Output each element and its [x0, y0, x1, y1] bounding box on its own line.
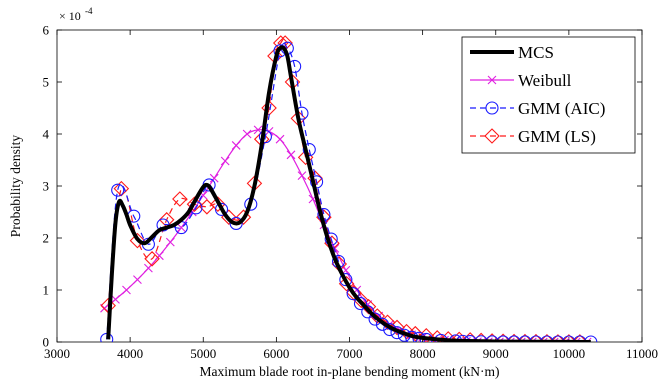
y-tick-label: 6 [43, 23, 50, 38]
data-point [389, 319, 405, 336]
y-tick-label: 1 [43, 283, 50, 298]
legend-swatch-marker [484, 128, 500, 144]
data-point [275, 134, 285, 144]
legend-label: GMM (AIC) [518, 99, 605, 118]
data-point [528, 333, 544, 342]
series-mcs [106, 45, 591, 342]
x-axis-label: Maximum blade root in-plane bending mome… [200, 364, 500, 379]
data-point [231, 141, 241, 150]
data-point [561, 334, 577, 342]
data-point [346, 287, 360, 301]
data-point [584, 335, 598, 342]
data-point [339, 273, 353, 287]
data-point [517, 333, 533, 342]
legend-swatch-marker [487, 75, 497, 85]
data-point [440, 331, 456, 342]
data-point [353, 296, 368, 311]
data-point [111, 183, 125, 197]
data-point [539, 334, 555, 342]
data-point [562, 335, 576, 342]
y-exponent-label: × 10 [59, 9, 81, 23]
data-point [214, 202, 229, 216]
data-point [144, 251, 160, 267]
data-point [429, 330, 446, 342]
data-point [165, 237, 175, 247]
y-tick-label: 2 [43, 231, 50, 246]
x-tick-label: 9000 [483, 346, 509, 361]
y-exponent-power: -4 [85, 6, 93, 16]
data-point [540, 335, 554, 342]
x-tick-label: 6000 [263, 346, 289, 361]
legend-swatch-marker [485, 101, 499, 115]
x-tick-label: 4000 [117, 346, 143, 361]
data-point [551, 335, 565, 342]
data-point [229, 216, 243, 230]
data-point [113, 180, 130, 197]
data-point [172, 191, 188, 207]
data-point [506, 333, 522, 342]
data-point [235, 209, 252, 225]
data-point [220, 156, 230, 166]
data-point [297, 171, 307, 180]
data-point [154, 251, 164, 261]
data-point [122, 285, 131, 295]
x-tick-label: 10000 [553, 346, 586, 361]
series-line [106, 45, 591, 342]
data-point [186, 196, 203, 212]
data-point [361, 305, 375, 319]
axes-layer: 3000 4000 5000 6000 7000 8000 9000 10000 11000 0 1… [8, 6, 658, 379]
legend-label: GMM (LS) [518, 127, 596, 146]
data-point [572, 334, 588, 342]
x-tick-label: 7000 [337, 346, 363, 361]
data-point [286, 150, 296, 160]
x-tick-label: 8000 [410, 346, 436, 361]
data-point [133, 275, 142, 284]
data-point [451, 331, 467, 342]
y-axis-label: Probability density [8, 135, 23, 238]
y-tick-label: 4 [43, 127, 50, 142]
series-layer [100, 35, 598, 342]
data-point [529, 335, 543, 342]
data-point [111, 294, 120, 304]
series-line [104, 129, 588, 342]
data-point [129, 232, 146, 249]
data-point [550, 334, 566, 342]
data-point [573, 335, 587, 342]
legend-label: Weibull [518, 71, 572, 90]
y-tick-label: 5 [43, 75, 50, 90]
x-tick-label: 3000 [44, 346, 70, 361]
legend-layer: MCS Weibull GMM (AIC) GMM (LS) [461, 36, 636, 154]
x-tick-label: 5000 [190, 346, 216, 361]
y-tick-label: 0 [43, 335, 50, 350]
series-weibull [100, 125, 592, 342]
data-point [210, 196, 226, 212]
legend-box [461, 36, 636, 154]
data-point [209, 173, 219, 183]
data-point [242, 129, 252, 139]
data-point [302, 143, 316, 157]
data-point [379, 314, 396, 331]
x-tick-label: 11000 [626, 346, 658, 361]
y-tick-label: 3 [43, 179, 50, 194]
legend-label: MCS [518, 43, 554, 62]
